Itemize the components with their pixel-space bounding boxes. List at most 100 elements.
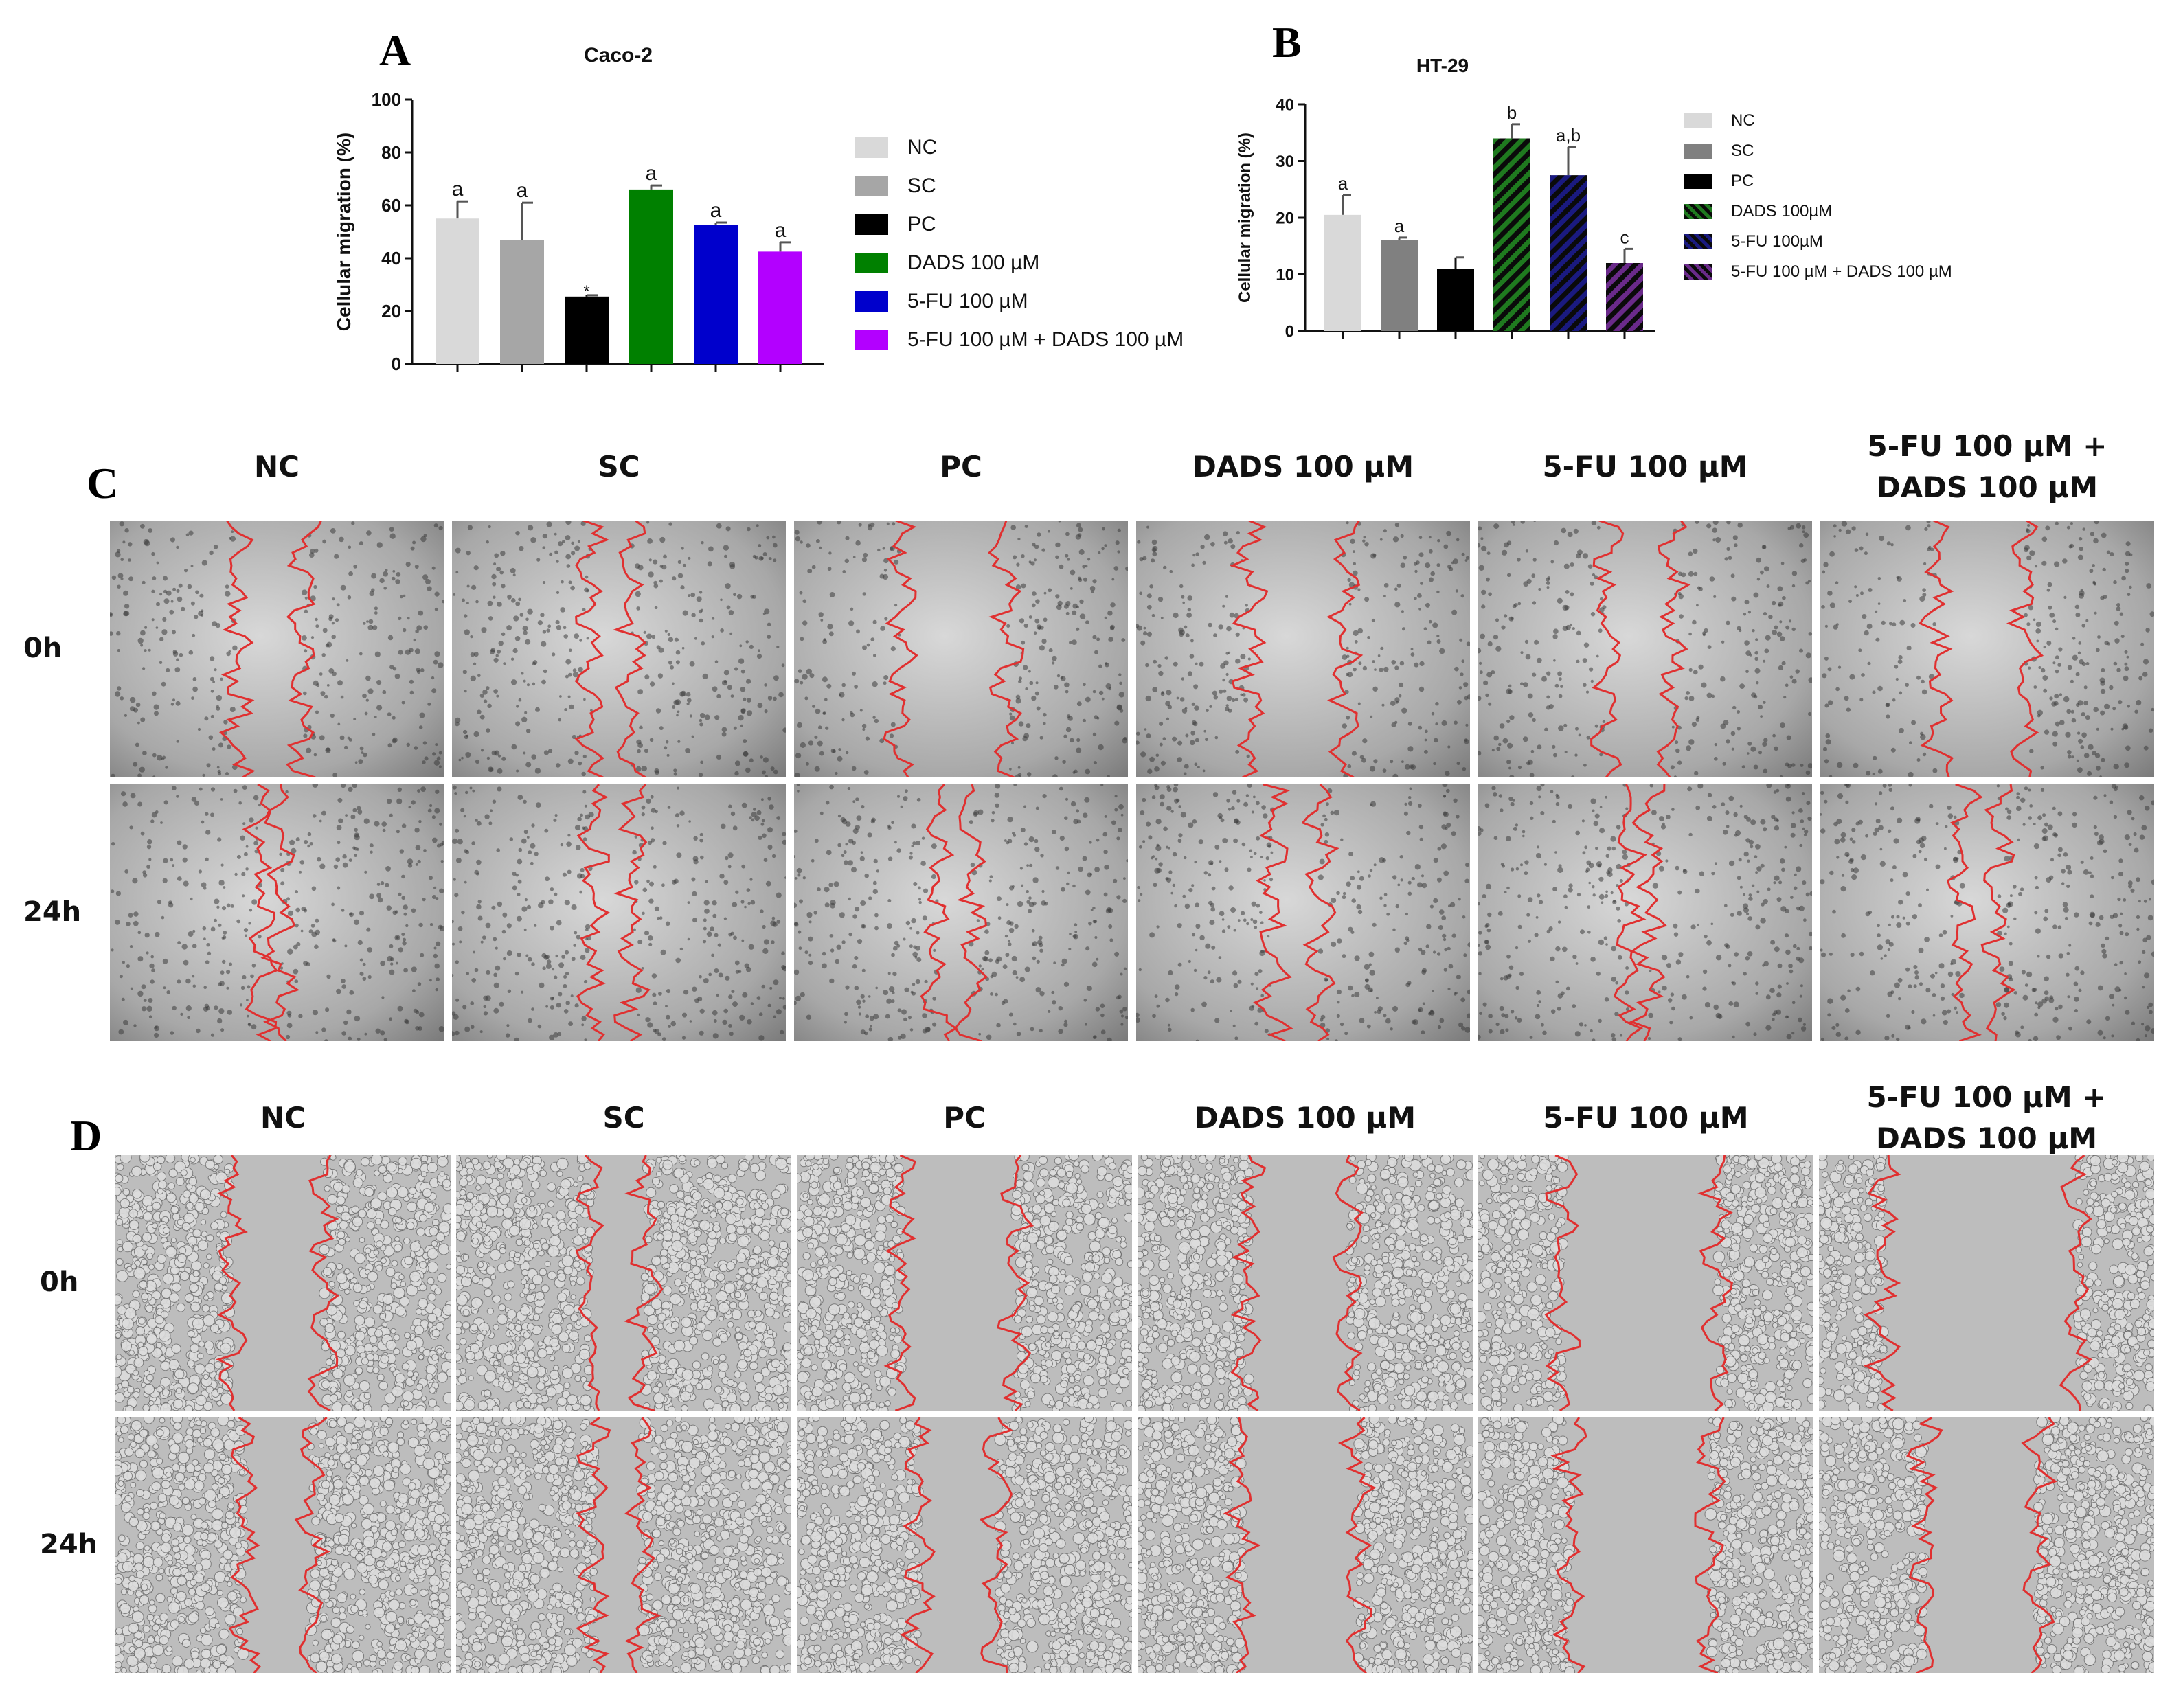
micrograph: [794, 784, 1128, 1041]
column-header: DADS 100 µM: [1192, 450, 1414, 483]
column-header: PC: [943, 1101, 986, 1135]
bar-sc: [1381, 240, 1418, 331]
chart-title: Caco-2: [584, 44, 653, 67]
column-header: DADS 100 µM: [1194, 1101, 1416, 1135]
legend-item: SC: [855, 174, 936, 198]
bar-5-fu-100-m: [694, 225, 738, 364]
column-header: 5-FU 100 µM: [1543, 1101, 1749, 1135]
y-tick-label: 0: [392, 354, 401, 374]
legend-item: 5-FU 100 µM: [855, 290, 1028, 313]
significance-label: a: [775, 219, 787, 242]
column-header: 5-FU 100 µM + DADS 100 µM: [1867, 429, 2107, 504]
significance-label: a: [710, 199, 722, 222]
y-tick-label: 60: [381, 195, 401, 216]
y-tick-label: 20: [381, 301, 401, 321]
legend-item: 5-FU 100 µM + DADS 100 µM: [855, 328, 1184, 352]
legend-swatch: [855, 291, 888, 312]
significance-label: a: [646, 162, 657, 185]
panel-letter-d: D: [70, 1111, 102, 1160]
row-label: 24h: [23, 896, 82, 928]
legend-label: PC: [907, 213, 936, 236]
legend-item: NC: [1684, 111, 1755, 130]
micrograph: [110, 784, 444, 1041]
micrograph: [110, 521, 444, 777]
bar-5-fu-100-m-dads-100-m: [1606, 263, 1643, 331]
significance-label: a: [452, 178, 464, 201]
micrograph: [797, 1417, 1132, 1673]
legend-swatch: [855, 137, 888, 158]
column-header: NC: [260, 1101, 306, 1135]
column-header: 5-FU 100 µM + DADS 100 µM: [1866, 1080, 2107, 1155]
y-tick-label: 40: [1276, 95, 1294, 114]
legend-swatch: [855, 330, 888, 350]
micrograph: [1136, 784, 1470, 1041]
legend-item: 5-FU 100 µM + DADS 100 µM: [1684, 262, 1952, 282]
chart-caco2: Caco-2 Cellular migration (%) 0 20 40 60 80 100…: [333, 44, 824, 374]
legend-item: PC: [855, 213, 936, 236]
legend-swatch: [1684, 144, 1712, 159]
legend-item: DADS 100µM: [1684, 202, 1832, 221]
y-axis-label: Cellular migration (%): [1236, 133, 1254, 303]
panel-letter-b: B: [1272, 18, 1302, 67]
legend-label: DADS 100µM: [1731, 202, 1833, 220]
significance-label: a: [1394, 216, 1405, 236]
significance-label: *: [583, 282, 589, 301]
legend-item: PC: [1684, 172, 1754, 191]
y-tick-label: 80: [381, 142, 401, 163]
bar-sc: [500, 240, 544, 364]
y-tick-label: 100: [372, 89, 401, 110]
micrograph: [1478, 521, 1812, 777]
y-axis-label: Cellular migration (%): [333, 133, 354, 331]
micrograph: [1478, 1417, 1813, 1673]
micrograph: [452, 521, 786, 777]
legend-label: SC: [1731, 141, 1754, 160]
legend-label: 5-FU 100 µM: [907, 290, 1028, 312]
legend-swatch: [855, 253, 888, 273]
bar-pc: [565, 296, 609, 364]
micrograph: [1819, 1155, 2154, 1411]
legend-label: NC: [1731, 111, 1755, 130]
micrograph: [1819, 1417, 2154, 1673]
significance-label: b: [1507, 102, 1517, 123]
legend-swatch: [1684, 204, 1712, 219]
bar-dads-100-m: [629, 189, 673, 364]
panel-letter-c: C: [87, 459, 119, 508]
significance-label: a: [517, 179, 528, 202]
legend-ht29: NC SC PC DADS 100µM 5-FU 100µM 5-FU 100 µM + …: [1684, 111, 2000, 290]
bar-dads-100-m: [1493, 138, 1530, 331]
legend-label: SC: [907, 174, 936, 197]
column-header: 5-FU 100 µM: [1542, 450, 1748, 483]
significance-label: a,b: [1556, 125, 1581, 146]
panel-letter-a: A: [379, 26, 411, 75]
micrograph: [797, 1155, 1132, 1411]
legend-swatch: [1684, 264, 1712, 280]
y-tick-label: 0: [1285, 322, 1294, 341]
legend-item: DADS 100 µM: [855, 251, 1039, 275]
legend-item: 5-FU 100µM: [1684, 232, 1823, 251]
micrograph: [456, 1155, 791, 1411]
micrograph: [115, 1417, 451, 1673]
legend-caco2: NC SC PC DADS 100 µM 5-FU 100 µM 5-FU 100 µM …: [855, 136, 1212, 369]
legend-swatch: [1684, 174, 1712, 189]
micrograph: [452, 784, 786, 1041]
bar-nc: [436, 218, 479, 364]
column-header: SC: [602, 1101, 645, 1135]
legend-label: 5-FU 100µM: [1731, 232, 1823, 251]
significance-label: c: [1620, 227, 1629, 247]
legend-label: DADS 100 µM: [907, 251, 1040, 274]
column-header: SC: [598, 450, 640, 483]
y-tick-label: 30: [1276, 152, 1294, 171]
micrograph: [794, 521, 1128, 777]
legend-label: 5-FU 100 µM + DADS 100 µM: [1731, 262, 1952, 281]
micrograph: [1820, 784, 2154, 1041]
micrograph: [456, 1417, 791, 1673]
bar-nc: [1324, 214, 1361, 331]
legend-swatch: [1684, 113, 1712, 128]
row-label: 0h: [40, 1266, 79, 1298]
y-tick-label: 20: [1276, 209, 1294, 227]
y-tick-label: 40: [381, 248, 401, 269]
row-label: 0h: [23, 633, 63, 664]
y-tick-label: 10: [1276, 266, 1294, 284]
micrograph: [1136, 521, 1470, 777]
legend-swatch: [1684, 234, 1712, 249]
